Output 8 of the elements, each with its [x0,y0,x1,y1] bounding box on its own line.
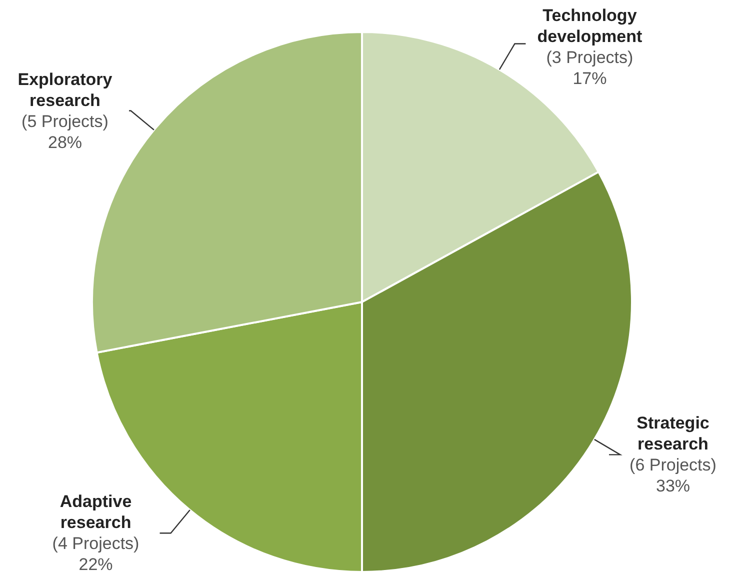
slice-label: Adaptive research [60,492,132,532]
data-label: (4 Projects) 22% [52,534,140,574]
data-label: (3 Projects) 17% [546,48,634,88]
slice-label: Strategic research [636,414,710,454]
data-label: (5 Projects) 28% [22,112,108,152]
slice-label: Technology development [537,6,642,46]
slice-label: Exploratory research [18,70,113,110]
data-label: (6 Projects) 33% [630,456,716,496]
